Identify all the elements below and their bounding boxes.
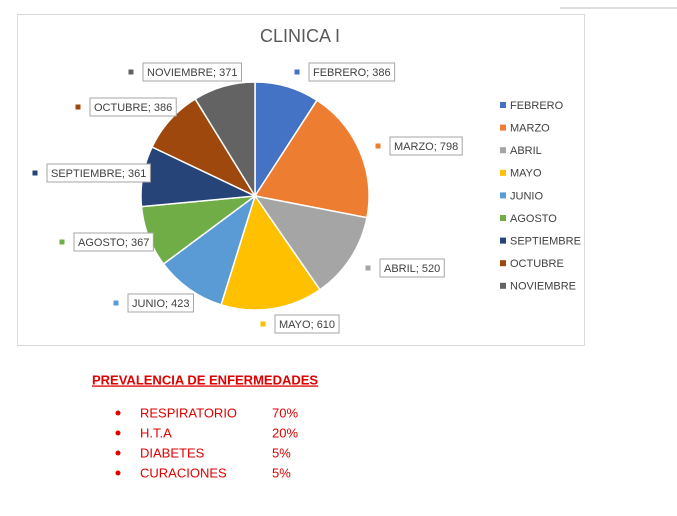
legend-marker <box>500 237 506 244</box>
item-value: 70% <box>272 405 298 420</box>
bullet <box>115 430 121 436</box>
label-box <box>127 293 194 313</box>
data-label: ABRIL; 520 <box>384 263 440 275</box>
legend-marker <box>500 215 506 221</box>
label-marker <box>113 300 119 306</box>
label-marker <box>128 69 134 75</box>
legend-marker <box>500 282 506 289</box>
bullet <box>115 410 121 416</box>
label-marker <box>32 170 38 176</box>
legend-marker <box>500 260 506 267</box>
legend-label: NOVIEMBRE <box>510 281 576 293</box>
data-label: MAYO; 610 <box>279 319 335 331</box>
label-box <box>46 163 151 183</box>
label-box <box>379 258 445 278</box>
pie-slice <box>253 194 368 291</box>
legend-label: MAYO <box>510 168 542 180</box>
item-label: RESPIRATORIO <box>140 405 237 420</box>
label-box <box>389 136 463 156</box>
pie-slice <box>253 99 370 219</box>
bullet <box>115 470 121 476</box>
data-label: SEPTIEMBRE; 361 <box>51 168 146 180</box>
label-box <box>73 232 154 252</box>
label-marker <box>260 321 266 327</box>
item-value: 20% <box>272 425 298 440</box>
data-label: FEBRERO; 386 <box>313 67 391 79</box>
legend-marker <box>500 192 506 199</box>
legend-label: FEBRERO <box>510 100 564 112</box>
bullet <box>115 450 121 456</box>
pie-slice <box>162 194 257 306</box>
legend-marker <box>500 147 506 154</box>
legend-label: MARZO <box>510 123 550 135</box>
legend-marker <box>500 124 506 131</box>
data-label: AGOSTO; 367 <box>78 237 149 249</box>
item-label: DIABETES <box>140 445 205 460</box>
label-box <box>308 62 396 82</box>
item-label: CURACIONES <box>140 465 227 480</box>
pie-slice <box>220 194 321 311</box>
data-label: OCTUBRE; 386 <box>94 102 172 114</box>
label-box <box>89 97 177 117</box>
legend-label: AGOSTO <box>510 213 557 225</box>
label-box <box>274 314 340 334</box>
data-label: MARZO; 798 <box>394 141 458 153</box>
legend-label: SEPTIEMBRE <box>510 236 581 248</box>
label-box <box>142 62 242 82</box>
legend-label: OCTUBRE <box>510 258 564 270</box>
data-label: JUNIO; 423 <box>132 298 189 310</box>
label-marker <box>294 69 300 75</box>
label-marker <box>75 104 81 110</box>
legend-label: ABRIL <box>510 145 542 157</box>
label-marker <box>59 239 65 245</box>
label-marker <box>365 265 371 271</box>
pie-slice <box>194 81 256 199</box>
legend-marker <box>500 102 506 108</box>
legend-label: JUNIO <box>510 190 543 202</box>
label-marker <box>375 143 381 149</box>
heading: PREVALENCIA DE ENFERMEDADES <box>92 372 318 387</box>
item-label: H.T.A <box>140 425 172 440</box>
chart-title: CLINICA I <box>260 26 340 46</box>
item-value: 5% <box>272 465 291 480</box>
data-label: NOVIEMBRE; 371 <box>147 67 237 79</box>
legend-marker <box>500 169 506 176</box>
item-value: 5% <box>272 445 291 460</box>
